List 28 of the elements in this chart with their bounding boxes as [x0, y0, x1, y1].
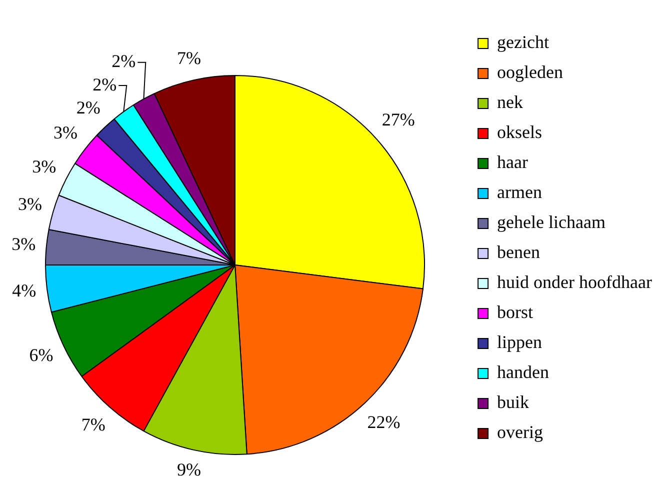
- legend-label: overig: [497, 422, 544, 442]
- data-label: 2%: [112, 51, 136, 72]
- data-label: 3%: [54, 122, 78, 142]
- legend-label: borst: [497, 302, 534, 322]
- legend-label: oksels: [497, 122, 542, 142]
- legend-label: haar: [497, 152, 528, 172]
- data-label: 22%: [367, 412, 400, 432]
- legend-label: oogleden: [497, 62, 564, 82]
- legend-label: lippen: [497, 332, 542, 352]
- data-label: 7%: [81, 414, 106, 434]
- legend-label: benen: [497, 242, 540, 262]
- data-label: 27%: [382, 110, 415, 130]
- data-label: 2%: [76, 98, 100, 118]
- legend-label: gehele lichaam: [497, 212, 606, 232]
- data-label: 3%: [32, 156, 56, 176]
- data-label: 7%: [176, 48, 201, 68]
- legend-label: gezicht: [497, 32, 550, 52]
- data-label: 2%: [92, 74, 117, 94]
- legend-label: buik: [497, 392, 530, 412]
- legend-label: huid onder hoofdhaar: [497, 272, 652, 292]
- legend-label: nek: [497, 92, 524, 112]
- legend-label: handen: [497, 362, 550, 382]
- data-label: 4%: [12, 280, 36, 300]
- data-label: 9%: [176, 460, 201, 477]
- data-label: 3%: [18, 194, 42, 214]
- data-label: 6%: [29, 344, 54, 365]
- legend-label: armen: [497, 182, 542, 202]
- data-label: 3%: [12, 234, 36, 254]
